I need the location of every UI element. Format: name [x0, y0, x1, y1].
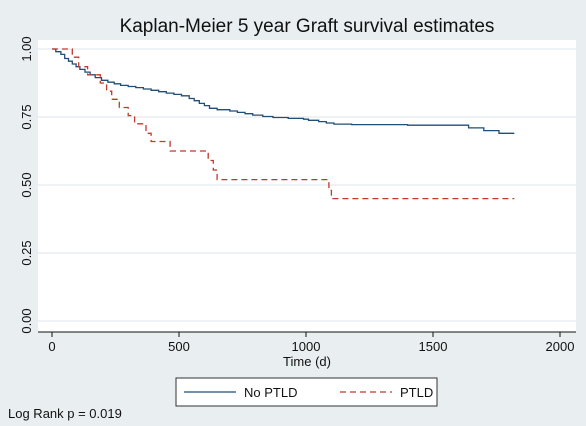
x-tick-label-3: 1500 — [419, 339, 448, 354]
x-axis: 0 500 1000 1500 2000 — [38, 331, 576, 354]
y-tick-label-2: 0.50 — [19, 172, 34, 197]
gridlines — [38, 48, 576, 322]
y-tick-label-3: 0.75 — [19, 104, 34, 129]
series-group — [52, 48, 515, 200]
x-tick-label-4: 2000 — [546, 339, 575, 354]
x-tick-label-1: 500 — [168, 339, 190, 354]
plot-area — [38, 40, 576, 332]
legend-label-ptld: PTLD — [400, 385, 433, 400]
legend-label-no-ptld: No PTLD — [244, 385, 297, 400]
x-tick-label-2: 1000 — [292, 339, 321, 354]
series-line-ptld — [52, 48, 515, 200]
chart-title: Kaplan-Meier 5 year Graft survival estim… — [120, 16, 495, 37]
x-axis-title: Time (d) — [283, 354, 331, 369]
series-line-no-ptld — [52, 48, 515, 134]
y-tick-label-4: 1.00 — [19, 36, 34, 61]
y-axis: 0.00 0.25 0.50 0.75 1.00 — [19, 36, 34, 333]
x-tick-label-0: 0 — [48, 339, 55, 354]
legend: No PTLD PTLD — [175, 377, 438, 407]
log-rank-annotation: Log Rank p = 0.019 — [8, 406, 122, 421]
y-tick-label-0: 0.00 — [19, 308, 34, 333]
y-tick-label-1: 0.25 — [19, 240, 34, 265]
